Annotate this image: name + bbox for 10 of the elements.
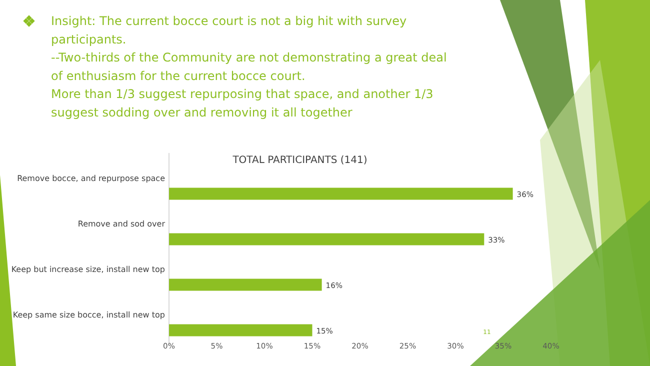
- y-tick-label: Keep same size bocce, install new top: [12, 310, 165, 320]
- bar: [169, 188, 513, 200]
- y-tick-label: Remove bocce, and repurpose space: [17, 174, 166, 183]
- y-tick-label: Remove and sod over: [78, 219, 166, 228]
- bar: [169, 324, 312, 336]
- bar: [169, 233, 484, 246]
- chart-title: Insight: The current bocce court is not a big hit with survey participants. --Two-thirds of the Community are not demonstrating a great deal of enthusiasm for the current bocce court. More than 1/3 suggest repurposing that space, and another 1/3 suggest sodding over and removing it all together: [51, 14, 447, 120]
- chart-subtitle: TOTAL PARTICIPANTS (141): [232, 155, 368, 166]
- y-tick-label: Keep but increase size, install new top: [11, 264, 165, 274]
- bar: [169, 278, 322, 291]
